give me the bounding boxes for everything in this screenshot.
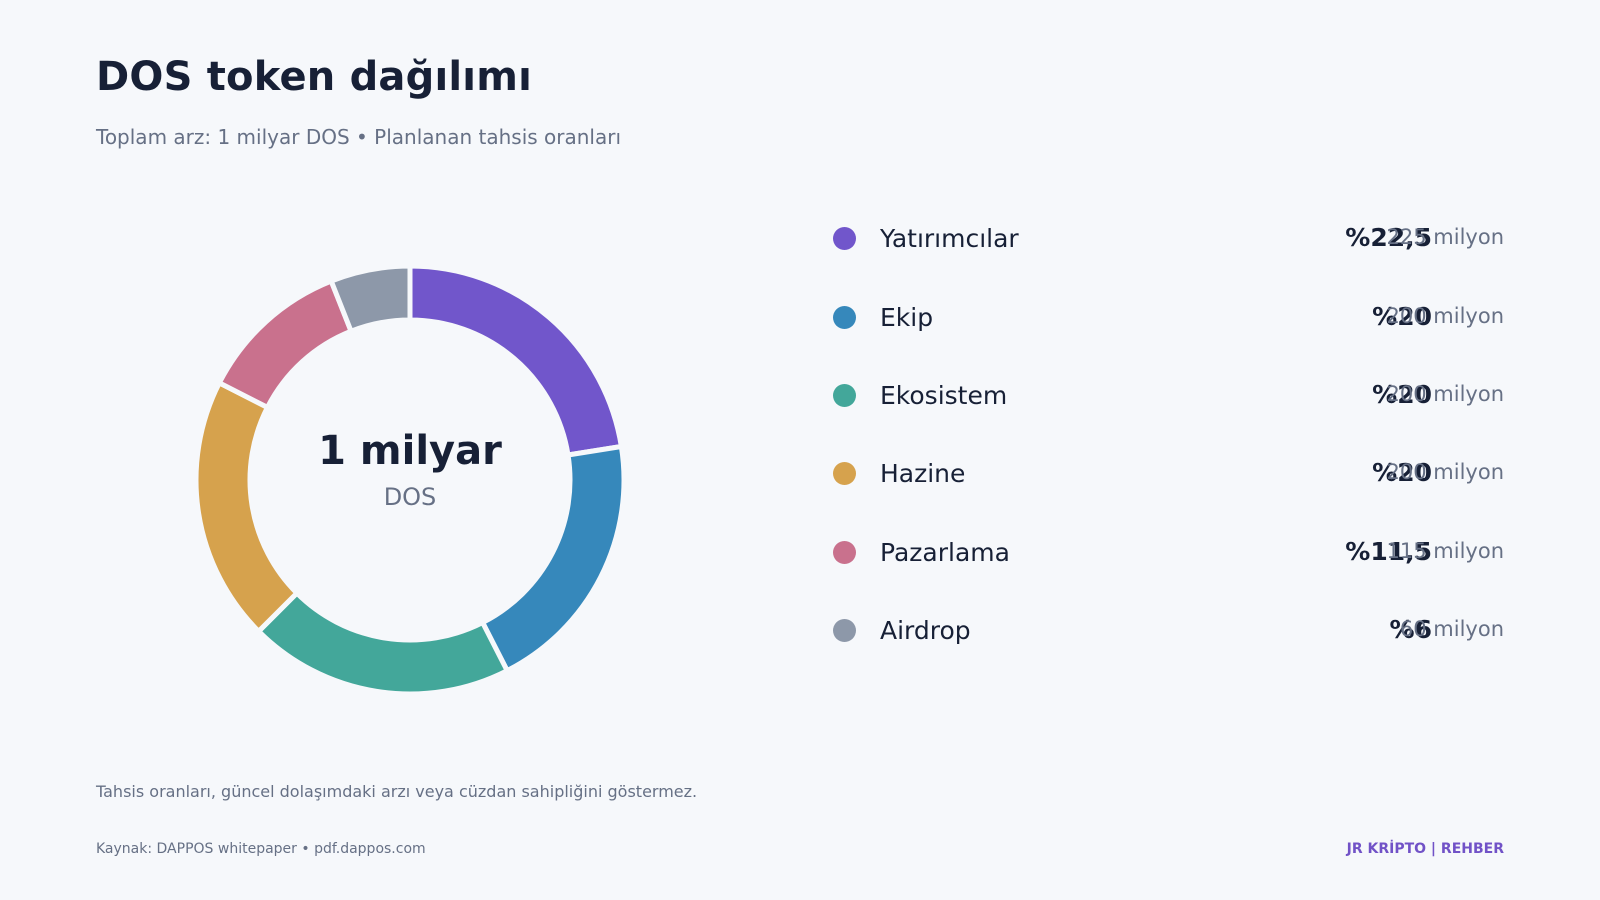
legend-dot bbox=[833, 227, 856, 250]
center-total-value: 1 milyar bbox=[318, 428, 502, 474]
donut-slice-1 bbox=[407, 263, 625, 458]
page-subtitle: Toplam arz: 1 milyar DOS • Planlanan tah… bbox=[96, 125, 622, 149]
legend-label: Ekip bbox=[880, 303, 934, 332]
legend-item-ekip: Ekip %20 200 milyon bbox=[832, 298, 1504, 338]
legend-percent: %20 bbox=[1372, 302, 1432, 331]
donut-chart: 1 milyar DOS bbox=[193, 263, 627, 697]
legend-item-pazarlama: Pazarlama %11,5 115 milyon bbox=[832, 533, 1504, 573]
legend-percent: %6 bbox=[1389, 615, 1432, 644]
legend-label: Hazine bbox=[880, 459, 966, 488]
legend-percent: %11,5 bbox=[1345, 537, 1432, 566]
legend-amount: 200 milyon bbox=[1386, 460, 1504, 484]
donut-slice-5 bbox=[215, 277, 355, 411]
legend-dot bbox=[833, 619, 856, 642]
legend-percent: %22,5 bbox=[1345, 223, 1432, 252]
legend-item-yatirimcilar: Yatırımcılar %22,5 225 milyon bbox=[832, 219, 1504, 259]
donut-slice-3 bbox=[255, 589, 511, 697]
legend-label: Yatırımcılar bbox=[880, 224, 1019, 253]
legend-amount: 200 milyon bbox=[1386, 382, 1504, 406]
legend-item-hazine: Hazine %20 200 milyon bbox=[832, 454, 1504, 494]
legend-dot bbox=[833, 384, 856, 407]
legend-amount: 115 milyon bbox=[1386, 539, 1504, 563]
legend-amount: 200 milyon bbox=[1386, 304, 1504, 328]
legend-item-airdrop: Airdrop %6 60 milyon bbox=[832, 611, 1504, 651]
donut-slice-4 bbox=[193, 379, 301, 635]
legend-amount: 225 milyon bbox=[1386, 225, 1504, 249]
legend-dot bbox=[833, 306, 856, 329]
legend-label: Ekosistem bbox=[880, 381, 1008, 410]
legend-percent: %20 bbox=[1372, 458, 1432, 487]
legend-dot bbox=[833, 541, 856, 564]
legend-label: Airdrop bbox=[880, 616, 971, 645]
legend-percent: %20 bbox=[1372, 380, 1432, 409]
brand-label: JR KRİPTO | REHBER bbox=[1346, 841, 1504, 857]
page-title: DOS token dağılımı bbox=[96, 54, 532, 100]
center-total-unit: DOS bbox=[384, 483, 437, 511]
legend-item-ekosistem: Ekosistem %20 200 milyon bbox=[832, 376, 1504, 416]
donut-slice-2 bbox=[479, 443, 627, 675]
donut-slice-6 bbox=[327, 263, 413, 335]
legend-dot bbox=[833, 462, 856, 485]
disclaimer-note: Tahsis oranları, güncel dolaşımdaki arzı… bbox=[96, 782, 698, 801]
legend-amount: 60 milyon bbox=[1399, 617, 1504, 641]
source-credit: Kaynak: DAPPOS whitepaper • pdf.dappos.c… bbox=[96, 841, 426, 857]
legend-label: Pazarlama bbox=[880, 538, 1010, 567]
